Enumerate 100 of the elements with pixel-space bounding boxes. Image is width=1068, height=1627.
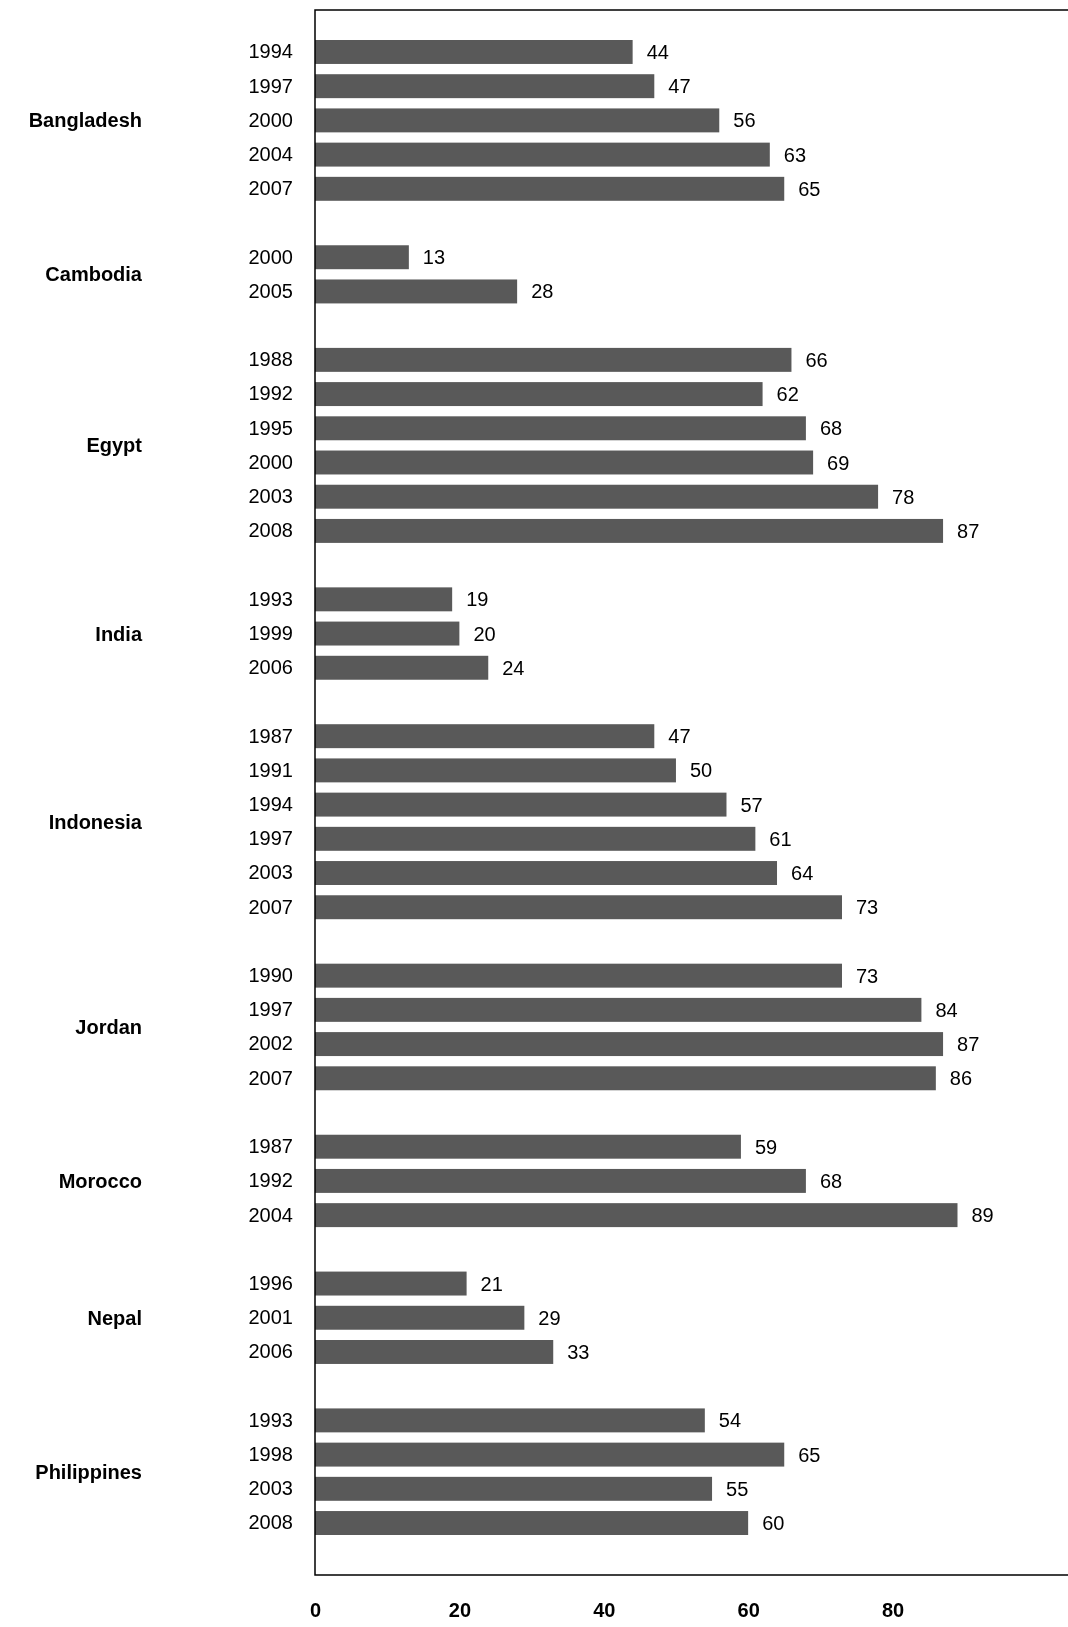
y-tick-label: 1997 xyxy=(248,827,293,850)
data-label: 29 xyxy=(538,1306,561,1329)
y-tick-label: 1995 xyxy=(248,416,293,439)
data-label: 65 xyxy=(798,1443,821,1466)
data-label: 55 xyxy=(726,1477,749,1500)
bar xyxy=(315,1511,749,1535)
text: Philippines xyxy=(35,1460,142,1483)
y-tick-label: 2008 xyxy=(248,1511,293,1534)
bar xyxy=(315,1271,467,1296)
text: India xyxy=(95,622,143,645)
y-tick-label: 2003 xyxy=(248,485,293,508)
bar xyxy=(315,108,720,133)
text: Morocco xyxy=(58,1169,142,1192)
bar xyxy=(315,826,756,851)
y-tick-label: 2000 xyxy=(248,450,293,473)
y-tick-label: 2004 xyxy=(248,1203,293,1226)
y-tick-label: 1996 xyxy=(248,1271,293,1294)
y-tick-label: 1999 xyxy=(248,621,293,644)
y-tick-label: 1994 xyxy=(248,40,293,63)
text: Cambodia xyxy=(45,263,143,286)
data-label: 20 xyxy=(473,622,496,645)
bar xyxy=(315,587,453,612)
data-label: 47 xyxy=(668,725,691,748)
data-label: 28 xyxy=(531,280,554,303)
y-tick-label: 2000 xyxy=(248,245,293,268)
bar xyxy=(315,997,922,1022)
data-label: 57 xyxy=(740,793,763,816)
data-label: 86 xyxy=(949,1067,973,1090)
bar xyxy=(315,450,814,475)
bar xyxy=(315,1305,525,1330)
bar xyxy=(315,347,792,372)
data-label: 62 xyxy=(776,383,799,406)
data-label: 21 xyxy=(480,1272,503,1295)
y-tick-label: 2002 xyxy=(248,1032,293,1055)
x-tick-label: 40 xyxy=(593,1599,616,1622)
bar xyxy=(315,792,727,817)
data-label: 73 xyxy=(855,964,879,987)
data-label: 69 xyxy=(827,451,850,474)
y-tick-label: 2008 xyxy=(248,519,293,542)
data-label: 47 xyxy=(668,75,691,98)
bar xyxy=(315,1476,713,1501)
bar xyxy=(315,1408,705,1433)
y-tick-label: 1998 xyxy=(248,1443,293,1466)
y-tick-label: 1997 xyxy=(248,998,293,1021)
data-label: 44 xyxy=(646,40,669,63)
data-label: 13 xyxy=(422,246,446,269)
bar xyxy=(315,621,460,646)
y-tick-label: 2001 xyxy=(248,1306,293,1329)
bar xyxy=(315,1442,785,1467)
data-label: 73 xyxy=(855,896,879,919)
bar xyxy=(315,758,676,783)
y-tick-label: 1988 xyxy=(248,348,293,371)
y-tick-label: 2006 xyxy=(248,656,293,679)
bar xyxy=(315,484,879,509)
y-tick-label: 2004 xyxy=(248,143,293,166)
data-label: 50 xyxy=(689,759,713,782)
text: Bangladesh xyxy=(28,109,142,132)
data-label: 24 xyxy=(502,656,525,679)
y-tick-label: 2003 xyxy=(248,861,293,884)
bar xyxy=(315,382,763,407)
bar xyxy=(315,861,778,885)
bar xyxy=(315,142,770,167)
data-label: 84 xyxy=(935,998,958,1021)
bar xyxy=(315,1134,741,1159)
y-tick-label: 1992 xyxy=(248,1169,293,1192)
data-label: 78 xyxy=(892,485,915,508)
data-label: 64 xyxy=(791,862,814,885)
text: Indonesia xyxy=(48,810,143,833)
bar xyxy=(315,1032,944,1057)
y-tick-label: 1987 xyxy=(248,1135,293,1158)
y-tick-label: 2007 xyxy=(248,177,293,200)
bar xyxy=(315,40,633,64)
text: Nepal xyxy=(87,1306,142,1329)
y-tick-label: 1997 xyxy=(248,74,293,97)
text: Jordan xyxy=(75,1015,142,1038)
y-tick-label: 1990 xyxy=(248,964,293,987)
y-tick-label: 2000 xyxy=(248,108,293,131)
bar xyxy=(315,416,806,441)
x-tick-label: 20 xyxy=(448,1599,472,1622)
data-label: 89 xyxy=(971,1204,994,1227)
bar xyxy=(315,655,489,680)
y-tick-label: 1993 xyxy=(248,587,293,610)
bar xyxy=(315,518,944,543)
data-label: 68 xyxy=(819,1169,843,1192)
data-label: 66 xyxy=(805,348,828,371)
data-label: 87 xyxy=(957,519,980,542)
data-label: 87 xyxy=(957,1033,980,1056)
x-tick-label: 80 xyxy=(881,1599,905,1622)
y-tick-label: 1994 xyxy=(248,793,293,816)
bar xyxy=(315,74,655,99)
y-tick-label: 1991 xyxy=(248,758,293,781)
bar xyxy=(315,279,518,304)
y-tick-label: 2007 xyxy=(248,895,293,918)
bar xyxy=(315,963,842,988)
text: Egypt xyxy=(86,434,143,457)
y-tick-label: 2006 xyxy=(248,1340,293,1363)
data-label: 65 xyxy=(798,177,821,200)
x-tick-label: 0 xyxy=(309,1599,322,1622)
data-label: 19 xyxy=(466,588,489,611)
bar xyxy=(315,724,655,749)
